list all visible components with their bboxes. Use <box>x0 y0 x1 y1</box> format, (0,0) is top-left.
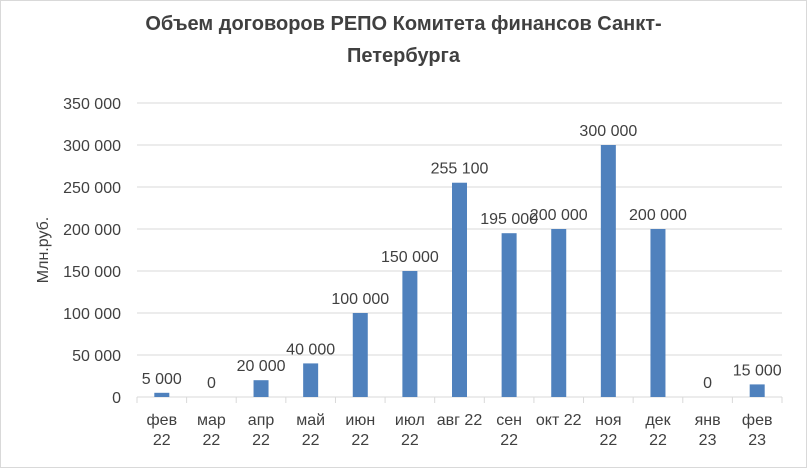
chart-title: Объем договоров РЕПО Комитета финансов С… <box>0 8 807 72</box>
x-tick-label: май 22 <box>296 412 325 449</box>
bars <box>154 145 765 397</box>
x-tick-label-line: апр <box>248 412 275 429</box>
data-label: 300 000 <box>579 123 637 140</box>
y-tick-label: 150 000 <box>63 264 121 281</box>
bar <box>303 363 319 397</box>
y-tick-label: 0 <box>112 390 121 407</box>
chart-title-line-2: Петербурга <box>347 45 460 67</box>
y-tick-label: 350 000 <box>63 96 121 113</box>
chart-title-line-1: Объем договоров РЕПО Комитета финансов С… <box>145 13 662 35</box>
x-tick-label: июн 22 <box>345 412 375 449</box>
data-label: 0 <box>207 375 216 392</box>
y-axis-ticks: 0 50 000 100 000 150 000 200 000 250 000 300 0… <box>63 96 121 407</box>
x-tick-label-line: 22 <box>401 432 419 449</box>
x-tick-label-line: 22 <box>500 432 518 449</box>
x-tick-label: авг 22 <box>437 412 483 429</box>
x-tick-label: янв 23 <box>695 412 721 449</box>
x-axis-tick-marks <box>136 397 783 403</box>
x-tick-label-line: май <box>296 412 325 429</box>
data-label: 100 000 <box>331 291 389 308</box>
data-label: 200 000 <box>530 207 588 224</box>
y-tick-label: 50 000 <box>72 348 121 365</box>
bar <box>501 233 517 397</box>
x-tick-label: июл 22 <box>395 412 425 449</box>
data-label: 20 000 <box>237 358 286 375</box>
x-tick-label-line: 22 <box>351 432 369 449</box>
x-tick-label-line: 22 <box>153 432 171 449</box>
bar <box>154 392 170 397</box>
bar <box>402 271 418 397</box>
x-tick-label-line: 22 <box>203 432 221 449</box>
x-tick-label-line: фев <box>147 412 178 429</box>
x-tick-label: сен 22 <box>496 412 522 449</box>
y-tick-label: 100 000 <box>63 306 121 323</box>
y-axis-label: Млн.руб. <box>35 217 52 283</box>
x-tick-label: мар 22 <box>197 412 226 449</box>
data-label: 195 000 <box>480 211 538 228</box>
x-tick-label-line: 22 <box>599 432 617 449</box>
x-tick-label-line: ноя <box>595 412 621 429</box>
bar <box>551 229 567 397</box>
x-tick-label: ноя 22 <box>595 412 621 449</box>
data-label: 40 000 <box>286 341 335 358</box>
x-tick-label-line: дек <box>645 412 671 429</box>
y-tick-label: 300 000 <box>63 138 121 155</box>
x-axis-ticks: фев 22 мар 22 апр 22 май 22 июн 22 июл 22 авг 22 сен 2… <box>147 412 773 449</box>
x-tick-label-line: 23 <box>699 432 717 449</box>
x-tick-label-line: июл <box>395 412 425 429</box>
bar <box>352 313 368 397</box>
bar <box>600 145 616 397</box>
x-tick-label-line: авг 22 <box>437 412 483 429</box>
x-tick-label: дек 22 <box>645 412 671 449</box>
x-tick-label-line: сен <box>496 412 522 429</box>
x-tick-label-line: июн <box>345 412 375 429</box>
bar <box>650 229 666 397</box>
x-tick-label: фев 22 <box>147 412 178 449</box>
data-label: 200 000 <box>629 207 687 224</box>
data-label: 150 000 <box>381 249 439 266</box>
x-tick-label-line: 23 <box>748 432 766 449</box>
bar <box>253 380 269 397</box>
x-tick-label: фев 23 <box>742 412 773 449</box>
x-tick-label-line: 22 <box>302 432 320 449</box>
x-tick-label: окт 22 <box>536 412 582 429</box>
y-tick-label: 200 000 <box>63 222 121 239</box>
x-tick-label-line: янв <box>695 412 721 429</box>
x-tick-label-line: 22 <box>649 432 667 449</box>
bar <box>452 182 467 397</box>
data-label: 15 000 <box>733 362 782 379</box>
x-tick-label-line: окт 22 <box>536 412 582 429</box>
data-label: 0 <box>703 375 712 392</box>
bar <box>749 384 765 397</box>
x-tick-label: апр 22 <box>248 412 275 449</box>
data-label: 255 100 <box>431 161 489 178</box>
data-label: 5 000 <box>142 371 182 388</box>
x-tick-label-line: 22 <box>252 432 270 449</box>
x-tick-label-line: фев <box>742 412 773 429</box>
y-tick-label: 250 000 <box>63 180 121 197</box>
x-tick-label-line: мар <box>197 412 226 429</box>
